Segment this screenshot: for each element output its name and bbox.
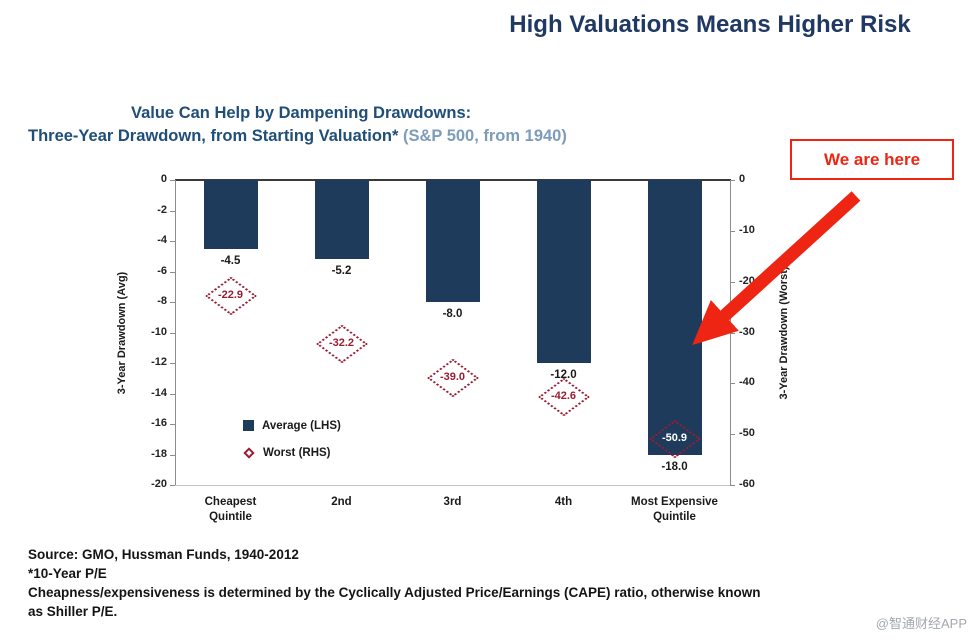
- category-label: Most Expensive Quintile: [631, 496, 718, 523]
- right-axis-tick-mark: [730, 383, 735, 385]
- left-axis-tick-mark: [170, 485, 175, 486]
- legend-label: Worst (RHS): [263, 446, 331, 459]
- we-are-here-callout: We are here: [790, 139, 954, 180]
- chart-title-line1: Value Can Help by Dampening Drawdowns:: [131, 104, 472, 122]
- right-axis-tick-label: -40: [739, 376, 755, 389]
- category-label: 3rd: [443, 496, 462, 508]
- page-title: High Valuations Means Higher Risk: [509, 11, 911, 38]
- bar-value-label: -5.2: [331, 265, 352, 278]
- left-axis-tick-mark: [170, 271, 175, 273]
- worst-value-label: -32.2: [328, 336, 355, 349]
- bar-value-label: -4.5: [220, 254, 241, 267]
- bar-average: [425, 180, 480, 302]
- right-axis-tick-mark: [730, 434, 735, 436]
- category-label: 4th: [554, 496, 573, 508]
- right-axis-tick-mark: [730, 332, 735, 334]
- left-axis-tick-label: 0: [160, 173, 167, 185]
- legend-worst-swatch: [243, 446, 255, 459]
- right-axis-tick-label: -30: [739, 325, 755, 338]
- worst-value-label: -50.9: [661, 431, 688, 444]
- legend: Average (LHS) Worst (RHS): [243, 412, 341, 466]
- left-axis-tick-label: -14: [151, 386, 167, 399]
- left-axis-tick-mark: [170, 332, 175, 334]
- left-axis-tick-label: -2: [157, 203, 167, 216]
- chart-title-line2: Three-Year Drawdown, from Starting Valua…: [28, 127, 567, 146]
- left-axis-tick-label: -6: [157, 264, 167, 277]
- worst-value-label: -22.9: [217, 289, 244, 302]
- right-axis-tick-label: 0: [739, 173, 746, 185]
- bar-value-label: -12.0: [550, 369, 577, 381]
- left-axis-tick-mark: [170, 302, 175, 303]
- footnote-line: as Shiller P/E.: [28, 604, 118, 619]
- left-axis-tick-label: -12: [151, 356, 167, 368]
- bar-value-label: -8.0: [442, 308, 463, 320]
- category-label: 2nd: [331, 496, 352, 508]
- left-axis-tick-mark: [170, 363, 175, 364]
- left-axis-tick-mark: [170, 210, 175, 212]
- right-axis-tick-label: -20: [739, 274, 755, 287]
- chart-title-line2-bold: Three-Year Drawdown, from Starting Valua…: [28, 127, 399, 145]
- right-axis-tick-mark: [730, 180, 735, 181]
- chart-title-line2-light: (S&P 500, from 1940): [398, 127, 567, 145]
- left-axis-tick-mark: [170, 454, 175, 456]
- legend-item: Worst (RHS): [243, 439, 341, 466]
- category-label: Cheapest Quintile: [204, 496, 257, 523]
- left-axis-tick-mark: [170, 180, 175, 181]
- bar-average: [314, 180, 369, 260]
- bottom-axis-line: [175, 485, 731, 486]
- source-footnotes: Source: GMO, Hussman Funds, 1940-2012 *1…: [28, 545, 760, 621]
- left-axis-line: [175, 180, 176, 485]
- left-axis-tick-label: -20: [151, 478, 167, 490]
- right-axis-tick-mark: [730, 485, 735, 486]
- watermark: @智通财经APP: [875, 616, 967, 631]
- left-axis-tick-label: -18: [151, 447, 167, 460]
- left-axis-tick-mark: [170, 241, 175, 242]
- bar-value-label: -18.0: [661, 460, 688, 473]
- right-axis-tick-label: -60: [739, 478, 755, 490]
- bar-average: [647, 180, 702, 455]
- legend-label: Average (LHS): [262, 419, 341, 432]
- left-axis-tick-label: -4: [157, 234, 167, 246]
- footnote-line: Cheapness/expensiveness is determined by…: [28, 585, 761, 600]
- we-are-here-label: We are here: [823, 149, 921, 169]
- worst-value-label: -39.0: [439, 371, 466, 384]
- footnote-line: *10-Year P/E: [28, 566, 107, 581]
- left-axis-tick-label: -10: [151, 325, 167, 338]
- bar-average: [536, 180, 591, 363]
- legend-item: Average (LHS): [243, 412, 341, 439]
- left-axis-tick-label: -8: [157, 295, 167, 307]
- left-axis-tick-label: -16: [151, 417, 167, 429]
- footnote-line: Source: GMO, Hussman Funds, 1940-2012: [28, 547, 299, 562]
- left-axis-tick-mark: [170, 393, 175, 395]
- right-axis-tick-mark: [730, 230, 735, 232]
- right-axis-tick-mark: [730, 281, 735, 283]
- left-axis-tick-mark: [170, 424, 175, 425]
- bar-average: [203, 180, 258, 249]
- right-axis-tick-label: -50: [739, 427, 755, 440]
- legend-average-swatch: [243, 420, 254, 431]
- right-axis-tick-label: -10: [739, 223, 755, 236]
- worst-value-label: -42.6: [550, 389, 577, 402]
